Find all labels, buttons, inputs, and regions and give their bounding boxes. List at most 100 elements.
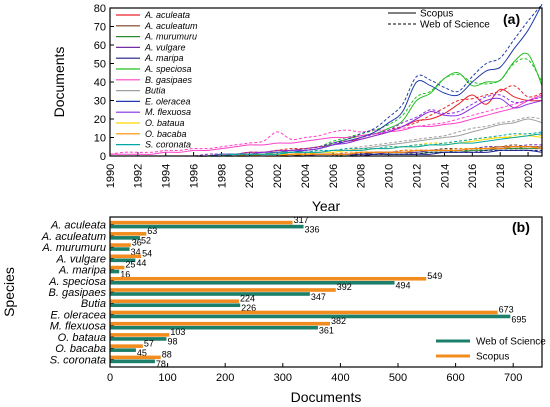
panel-a-y-tick-label: 10 xyxy=(94,133,106,145)
bar-scopus-butia xyxy=(110,299,240,304)
panel-b-x-tick-label: 600 xyxy=(446,372,464,384)
value-label-wos-butia: 226 xyxy=(241,303,256,313)
value-label-wos-a-murumuru: 34 xyxy=(131,247,141,257)
legend-label-e-oleracea: E. oleracea xyxy=(145,96,191,106)
bar-wos-butia xyxy=(110,303,241,308)
panel-a-y-tick-label: 40 xyxy=(94,77,106,89)
panel-a-x-tick-label: 2010 xyxy=(384,164,396,188)
bar-scopus-a-vulgare xyxy=(110,254,142,259)
panel-a-x-tick-label: 1992 xyxy=(133,164,145,188)
panel-b-x-tick-label: 500 xyxy=(389,372,407,384)
panel-b-x-tick-label: 300 xyxy=(274,372,292,384)
value-label-scopus-a-maripa: 25 xyxy=(125,260,135,270)
legend-label-s-coronata: S. coronata xyxy=(145,140,191,150)
bar-wos-a-aculeata xyxy=(110,224,304,229)
panel-b-label: (b) xyxy=(512,219,530,235)
bar-scopus-a-murumuru xyxy=(110,243,131,247)
bar-scopus-b-gasipaes xyxy=(110,288,336,292)
bar-wos-a-aculeatum xyxy=(110,236,140,240)
value-label-scopus-a-speciosa: 549 xyxy=(427,271,442,281)
category-label-e-oleracea: E. oleracea xyxy=(50,309,106,321)
category-label-butia: Butia xyxy=(81,298,106,310)
panel-a-y-tick-label: 30 xyxy=(94,96,106,108)
panel-a-label: (a) xyxy=(503,11,520,27)
bar-scopus-m-flexuosa xyxy=(110,321,331,326)
value-label-scopus-butia: 224 xyxy=(240,293,255,303)
bar-scopus-a-speciosa xyxy=(110,276,427,281)
value-label-scopus-a-aculeatum: 63 xyxy=(147,226,157,236)
panel-a-x-tick-label: 2006 xyxy=(328,164,340,188)
bar-scopus-s-coronata xyxy=(110,355,161,360)
panel-a-plot-frame xyxy=(109,7,543,157)
legend-label-a-speciosa: A. speciosa xyxy=(144,64,192,74)
panel-a-x-tick-label: 1990 xyxy=(105,164,117,188)
value-label-wos-m-flexuosa: 361 xyxy=(319,325,334,335)
panel-a-x-axis-label: Year xyxy=(312,198,341,214)
bar-wos-o-bacaba xyxy=(110,348,136,352)
value-label-wos-a-aculeata: 336 xyxy=(305,224,320,234)
line-scopus-b-gasipaes xyxy=(110,94,543,155)
value-label-wos-a-speciosa: 494 xyxy=(396,281,411,291)
legend-label-a-maripa: A. maripa xyxy=(144,53,184,63)
panel-a-y-tick-label: 20 xyxy=(94,114,106,126)
value-label-wos-a-maripa: 16 xyxy=(120,269,130,279)
legend-label-a-aculeatum: A. aculeatum xyxy=(144,21,198,31)
panel-a-y-axis-label: Documents xyxy=(51,47,67,118)
panel-b-x-tick-label: 400 xyxy=(331,372,349,384)
panel-a: 1990 1992 1994 1996 1998 2000 2002 2004 2006 2008… xyxy=(51,3,543,214)
value-label-scopus-o-bataua: 103 xyxy=(170,327,185,337)
category-label-o-bacaba: O. bacaba xyxy=(55,343,106,355)
bar-wos-a-maripa xyxy=(110,269,120,274)
legend-label-a-aculeata: A. aculeata xyxy=(144,10,190,20)
legend-label-scopus: Scopus xyxy=(476,352,509,363)
value-label-scopus-o-bacaba: 57 xyxy=(144,338,154,348)
panel-a-y-tick-labels: 0 10 20 30 40 50 60 70 80 xyxy=(94,3,106,163)
legend-label-b-gasipaes: B. gasipaes xyxy=(145,75,193,85)
panel-a-y-tick-label: 80 xyxy=(94,3,106,15)
panel-a-x-tick-label: 2008 xyxy=(356,164,368,188)
value-label-scopus-a-vulgare: 54 xyxy=(142,249,152,259)
value-label-wos-o-bataua: 98 xyxy=(167,337,177,347)
category-label-s-coronata: S. coronata xyxy=(50,354,106,366)
panel-a-x-tick-label: 1994 xyxy=(161,164,173,188)
value-label-scopus-e-oleracea: 673 xyxy=(499,305,514,315)
value-label-wos-s-coronata: 78 xyxy=(156,359,166,369)
panel-a-x-tick-label: 2014 xyxy=(439,164,451,188)
legend-label-o-bataua: O. bataua xyxy=(145,118,185,128)
bar-wos-m-flexuosa xyxy=(110,325,318,330)
bar-scopus-o-bacaba xyxy=(110,344,143,348)
panel-b-x-axis-label: Documents xyxy=(291,389,362,405)
value-label-wos-a-aculeatum: 52 xyxy=(141,236,151,246)
legend-label-web-of-science: Web of Science xyxy=(476,337,546,348)
bar-scopus-a-maripa xyxy=(110,265,125,270)
value-label-scopus-b-gasipaes: 392 xyxy=(337,282,352,292)
bar-scopus-a-aculeatum xyxy=(110,232,147,236)
category-label-a-aculeata: A. aculeata xyxy=(50,220,106,232)
category-label-m-flexuosa: M. flexuosa xyxy=(50,321,106,333)
bar-scopus-o-bataua xyxy=(110,333,170,337)
bar-scopus-a-aculeata xyxy=(110,220,293,225)
panel-a-x-tick-label: 1996 xyxy=(188,164,200,188)
bar-scopus-e-oleracea xyxy=(110,310,498,315)
bar-wos-o-bataua xyxy=(110,337,167,341)
bar-wos-b-gasipaes xyxy=(110,292,310,296)
panel-b-x-tick-label: 700 xyxy=(504,372,522,384)
panel-a-y-tick-label: 60 xyxy=(94,40,106,52)
panel-a-x-tick-label: 2004 xyxy=(300,164,312,188)
value-label-scopus-s-coronata: 88 xyxy=(162,350,172,360)
category-label-b-gasipaes: B. gasipaes xyxy=(49,287,107,299)
bar-wos-a-murumuru xyxy=(110,247,130,251)
panel-b-legend: Web of Science Scopus xyxy=(436,337,546,363)
legend-label-m-flexuosa: M. flexuosa xyxy=(145,107,191,117)
style-legend-label-scopus: Scopus xyxy=(420,9,453,20)
panel-a-x-tick-label: 2000 xyxy=(244,164,256,188)
category-label-a-aculeatum: A. aculeatum xyxy=(41,231,106,243)
panel-b-x-tick-label: 100 xyxy=(158,372,176,384)
panel-b-ticks xyxy=(109,224,514,367)
legend-label-a-vulgare: A. vulgare xyxy=(144,42,186,52)
value-label-scopus-m-flexuosa: 382 xyxy=(331,316,346,326)
